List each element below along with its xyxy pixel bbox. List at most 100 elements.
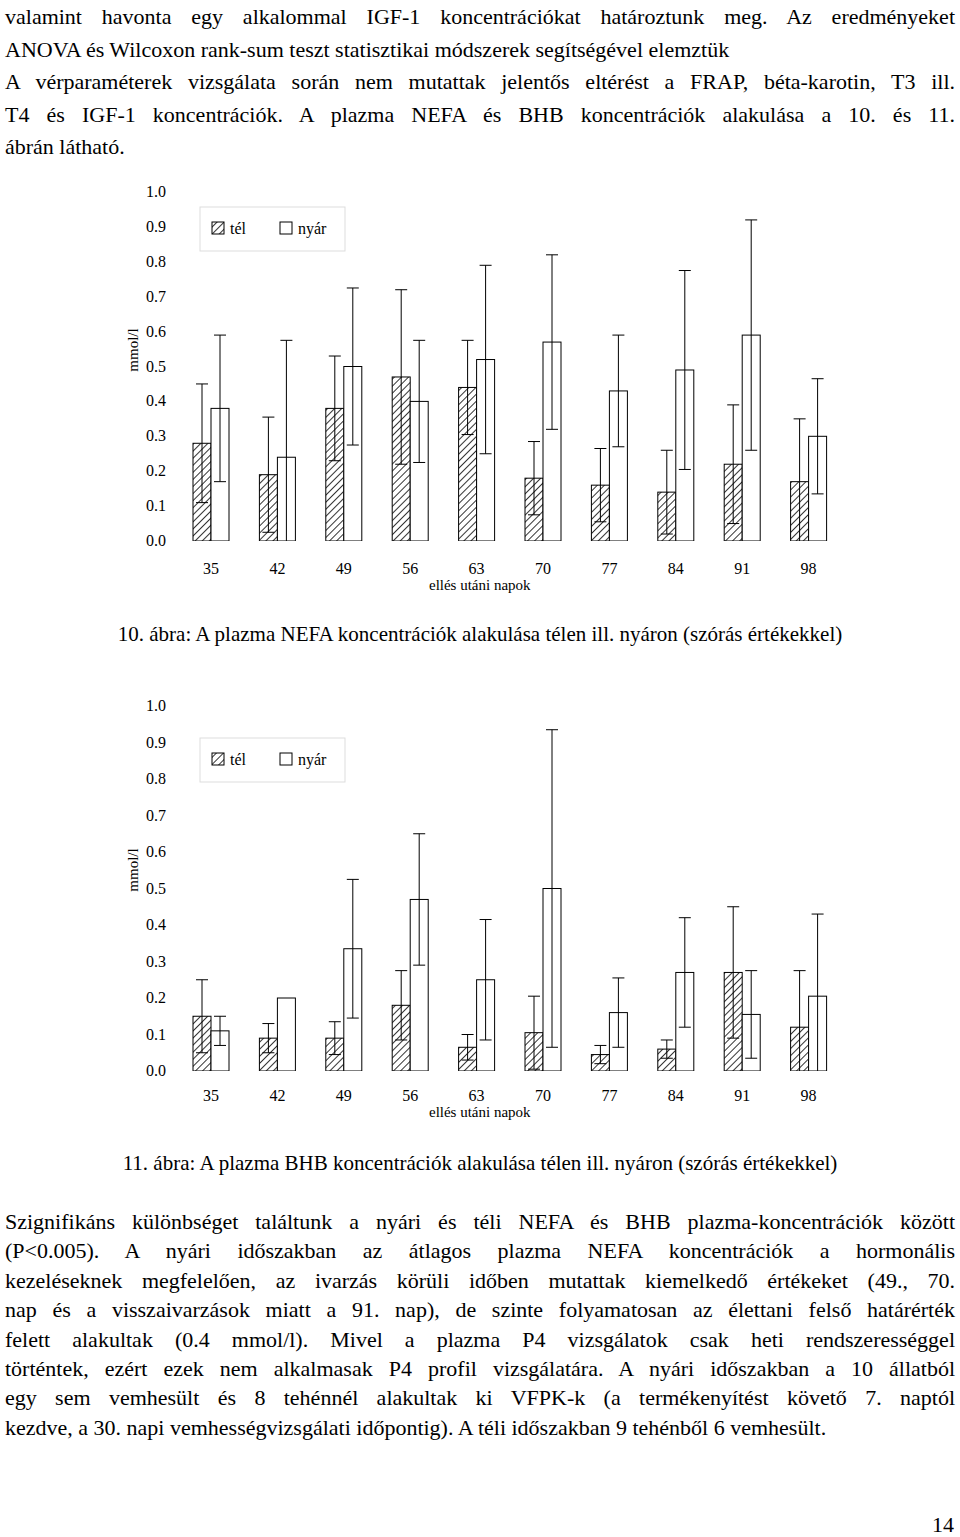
x-tick-label: 84	[668, 560, 684, 577]
error-bar	[214, 1016, 226, 1045]
x-tick-label: 63	[469, 1087, 485, 1104]
text-line: A vérparaméterek vizsgálata során nem mu…	[5, 65, 955, 98]
text-line: Szignifikáns különbséget találtunk a nyá…	[5, 1207, 955, 1236]
y-tick-label: 0.9	[146, 734, 166, 751]
error-bar	[794, 419, 806, 541]
x-tick-label: 42	[269, 560, 285, 577]
legend: tél nyár	[200, 207, 345, 251]
legend-swatch	[280, 753, 292, 765]
error-bar	[546, 730, 558, 1048]
chart: 0.00.10.20.30.40.50.60.70.80.91.0mmol/l3…	[118, 183, 842, 646]
x-tick-label: 77	[601, 560, 617, 577]
y-tick-label: 0.4	[146, 392, 166, 409]
x-tick-label: 63	[469, 560, 485, 577]
y-tick-label: 1.0	[146, 697, 166, 714]
charts: 0.00.10.20.30.40.50.60.70.80.91.0mmol/l3…	[0, 0, 960, 1537]
error-bar	[794, 971, 806, 1071]
y-tick-label: 0.2	[146, 989, 166, 1006]
y-tick-label: 0.3	[146, 427, 166, 444]
x-tick-label: 91	[734, 560, 750, 577]
error-bar	[347, 288, 359, 445]
text-line: ábrán látható.	[5, 130, 955, 163]
y-tick-label: 0.0	[146, 1062, 166, 1079]
y-tick-label: 0.3	[146, 953, 166, 970]
error-bar	[612, 978, 624, 1047]
x-tick-label: 42	[269, 1087, 285, 1104]
x-tick-label: 91	[734, 1087, 750, 1104]
text-line: nap és a visszaivarzások miatt a 91. nap…	[5, 1295, 955, 1324]
y-tick-label: 1.0	[146, 183, 166, 200]
x-tick-label: 70	[535, 1087, 551, 1104]
y-axis-label: mmol/l	[125, 328, 141, 371]
error-bar	[528, 442, 540, 515]
legend-label: nyár	[298, 751, 327, 769]
error-bar	[329, 356, 341, 461]
y-tick-label: 0.1	[146, 497, 166, 514]
error-bar	[480, 920, 492, 1040]
x-tick-label: 98	[801, 1087, 817, 1104]
legend-label: nyár	[298, 220, 327, 238]
x-axis-label: ellés utáni napok	[429, 577, 531, 593]
error-bar	[661, 1040, 673, 1058]
caption: 10. ábra: A plazma NEFA koncentrációk al…	[118, 622, 842, 646]
x-tick-label: 70	[535, 560, 551, 577]
error-bar	[214, 335, 226, 482]
text-line: kezeléseknek megfelelően, az ivarzás kör…	[5, 1266, 955, 1295]
y-tick-label: 0.5	[146, 358, 166, 375]
text-line: egy sem vemhesült és 8 tehénnél alakulta…	[5, 1383, 955, 1412]
x-tick-label: 35	[203, 1087, 219, 1104]
error-bar	[528, 996, 540, 1069]
y-tick-label: 0.8	[146, 253, 166, 270]
error-bar	[480, 265, 492, 453]
error-bar	[727, 405, 739, 524]
legend-label: tél	[230, 220, 247, 237]
error-bar	[347, 879, 359, 1018]
legend-swatch	[212, 222, 224, 234]
text-line: ANOVA és Wilcoxon rank-sum teszt statisz…	[5, 33, 955, 66]
x-tick-label: 77	[601, 1087, 617, 1104]
error-bar	[262, 417, 274, 532]
text-line: történtek, ezért ezek nem alkalmasak P4 …	[5, 1354, 955, 1383]
legend-swatch	[280, 222, 292, 234]
error-bar	[546, 255, 558, 430]
error-bar	[280, 340, 292, 541]
error-bar	[395, 290, 407, 465]
error-bar	[812, 379, 824, 494]
error-bar	[745, 220, 757, 450]
text-line: (P<0.005). A nyári időszakban az átlagos…	[5, 1236, 955, 1265]
error-bar	[329, 1022, 341, 1055]
x-tick-label: 98	[801, 560, 817, 577]
error-bar	[413, 340, 425, 462]
error-bar	[462, 340, 474, 434]
legend-swatch	[212, 753, 224, 765]
error-bar	[462, 1035, 474, 1061]
marks	[193, 730, 827, 1071]
error-bar	[395, 971, 407, 1040]
y-tick-label: 0.5	[146, 880, 166, 897]
text-line: felett alakultak (0.4 mmol/l). Mivel a p…	[5, 1325, 955, 1354]
error-bar	[196, 384, 208, 503]
error-bar	[594, 1045, 606, 1063]
chart: 0.00.10.20.30.40.50.60.70.80.91.0mmol/l3…	[123, 697, 838, 1175]
y-tick-label: 0.9	[146, 218, 166, 235]
x-tick-label: 49	[336, 560, 352, 577]
error-bar	[413, 834, 425, 965]
page-number: 14	[932, 1512, 954, 1537]
x-tick-label: 56	[402, 560, 418, 577]
y-tick-label: 0.1	[146, 1026, 166, 1043]
y-tick-label: 0.2	[146, 462, 166, 479]
error-bar	[612, 335, 624, 447]
x-tick-label: 49	[336, 1087, 352, 1104]
y-axis-label: mmol/l	[125, 848, 141, 891]
error-bar	[661, 450, 673, 534]
y-tick-label: 0.7	[146, 288, 166, 305]
text-line: kezdve, a 30. napi vemhességvizsgálati i…	[5, 1413, 955, 1442]
x-tick-label: 84	[668, 1087, 684, 1104]
error-bar	[679, 918, 691, 1027]
legend: télnyár	[200, 738, 345, 782]
error-bar	[679, 271, 691, 470]
x-tick-label: 56	[402, 1087, 418, 1104]
text-line: valamint havonta egy alkalommal IGF-1 ko…	[5, 0, 955, 33]
caption: 11. ábra: A plazma BHB koncentrációk ala…	[123, 1151, 838, 1175]
y-tick-label: 0.0	[146, 532, 166, 549]
